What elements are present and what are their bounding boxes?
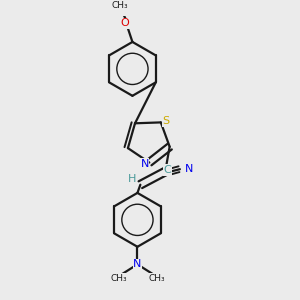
- Text: N: N: [184, 164, 193, 174]
- Text: C: C: [164, 165, 172, 175]
- Text: H: H: [128, 174, 136, 184]
- Text: CH₃: CH₃: [112, 1, 128, 10]
- Text: N: N: [133, 259, 142, 269]
- Text: N: N: [140, 159, 149, 169]
- Text: O: O: [121, 18, 130, 28]
- Text: S: S: [163, 116, 170, 126]
- Text: CH₃: CH₃: [148, 274, 165, 283]
- Text: CH₃: CH₃: [110, 274, 127, 283]
